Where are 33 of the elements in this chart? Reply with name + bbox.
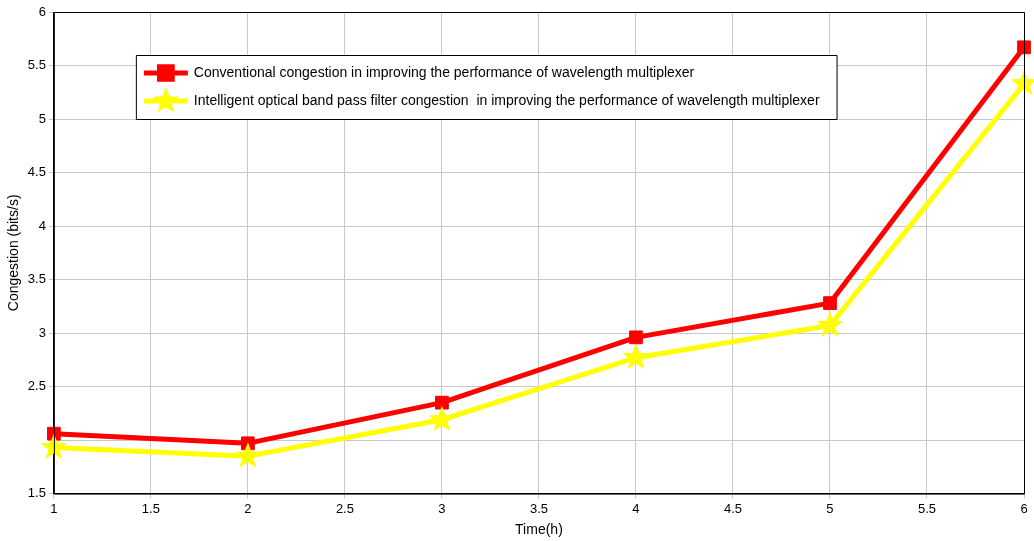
y-tick-label: 5.5 xyxy=(27,57,46,73)
point xyxy=(823,296,837,310)
x-tick-label: 4.5 xyxy=(723,500,742,516)
point xyxy=(234,442,262,468)
y-tick-label: 4.5 xyxy=(27,164,46,180)
x-tick-label: 5.5 xyxy=(917,500,937,516)
y-tick-label: 4 xyxy=(38,217,46,233)
y-tick-label: 5 xyxy=(38,110,46,126)
y-tick-label: 1.5 xyxy=(27,485,46,501)
x-tick-label: 1 xyxy=(50,500,58,516)
y-tick-label: 6 xyxy=(38,3,46,19)
legend-label: Conventional congestion in improving the performance of wavelength multiplexer xyxy=(193,63,695,80)
legend-label: Intelligent optical band pass filter congestion in improving the performance of wavelength multiplexer xyxy=(193,91,820,108)
y-tick-label: 2.5 xyxy=(27,378,46,394)
y-axis-title: Congestion (bits/s) xyxy=(5,194,22,312)
y-tick-label: 3.5 xyxy=(27,271,46,287)
x-tick-label: 3 xyxy=(438,500,446,516)
x-tick-label: 4 xyxy=(632,500,640,516)
x-tick-label: 2 xyxy=(244,500,252,516)
point xyxy=(435,395,449,410)
point xyxy=(629,330,643,345)
x-tick-label: 5 xyxy=(826,500,834,516)
point xyxy=(816,311,844,337)
point xyxy=(47,426,61,441)
point xyxy=(1017,40,1031,55)
x-tick-label: 6 xyxy=(1020,500,1028,516)
x-tick-label: 1.5 xyxy=(141,500,160,516)
point xyxy=(622,343,650,370)
x-axis-title: Time(h) xyxy=(515,521,563,538)
x-tick-label: 3.5 xyxy=(529,500,548,516)
x-tick-label: 2.5 xyxy=(335,500,354,516)
y-tick-label: 3 xyxy=(38,324,46,340)
point xyxy=(40,433,68,459)
